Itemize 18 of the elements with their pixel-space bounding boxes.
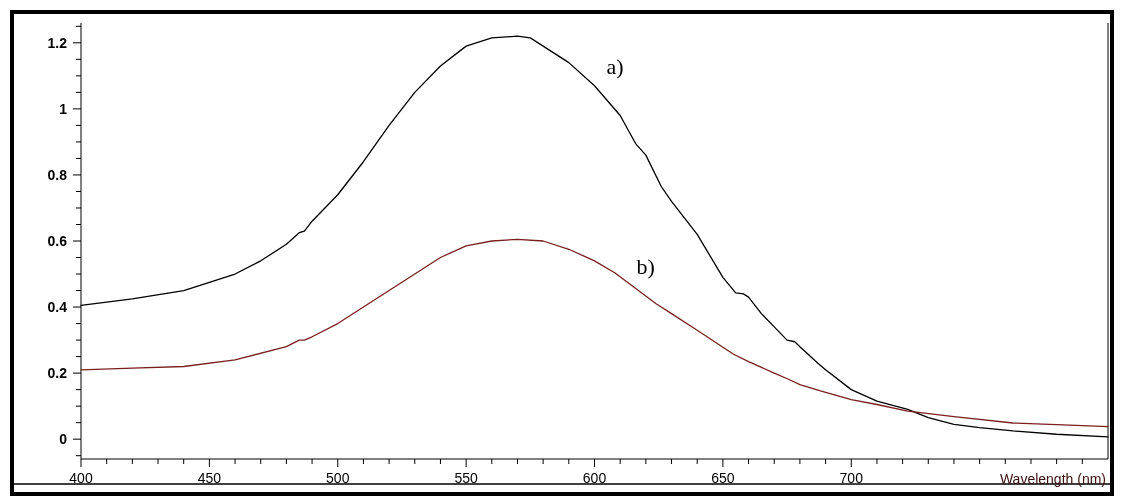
y-tick-label: 0.2 [47,365,68,382]
y-tick-label: 0.8 [47,166,68,183]
line-series [80,238,1109,428]
y-tick-label: 0.4 [47,298,68,315]
y-tick-label: 0.6 [47,232,68,249]
series-label: b) [636,253,655,279]
x-axis-title: Wavelength (nm) [999,471,1106,487]
x-tick-label: 600 [582,470,607,486]
x-tick-label: 400 [69,470,93,486]
x-tick-label: 450 [197,470,222,486]
x-tick-label: 500 [326,470,350,486]
x-tick-label: 700 [839,470,864,486]
series-label: a) [606,53,624,79]
x-tick-label: 650 [711,470,735,486]
y-tick-label: 0 [59,431,68,448]
x-tick-label: 550 [454,470,479,486]
y-tick-label: 1.2 [47,34,68,51]
y-tick-label: 1 [59,100,68,117]
